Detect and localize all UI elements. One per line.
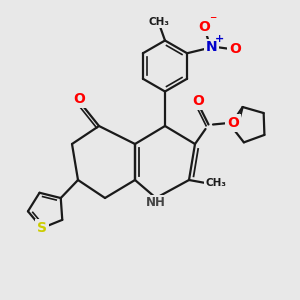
Text: O: O [198, 20, 210, 34]
Text: S: S [37, 221, 47, 235]
Text: N: N [206, 40, 218, 54]
Text: NH: NH [146, 196, 166, 209]
Text: O: O [227, 116, 239, 130]
Text: O: O [192, 94, 204, 108]
Text: O: O [229, 42, 241, 56]
Text: +: + [214, 34, 224, 44]
Text: ⁻: ⁻ [209, 13, 216, 27]
Text: CH₃: CH₃ [206, 178, 226, 188]
Text: CH₃: CH₃ [148, 17, 170, 27]
Text: O: O [74, 92, 86, 106]
